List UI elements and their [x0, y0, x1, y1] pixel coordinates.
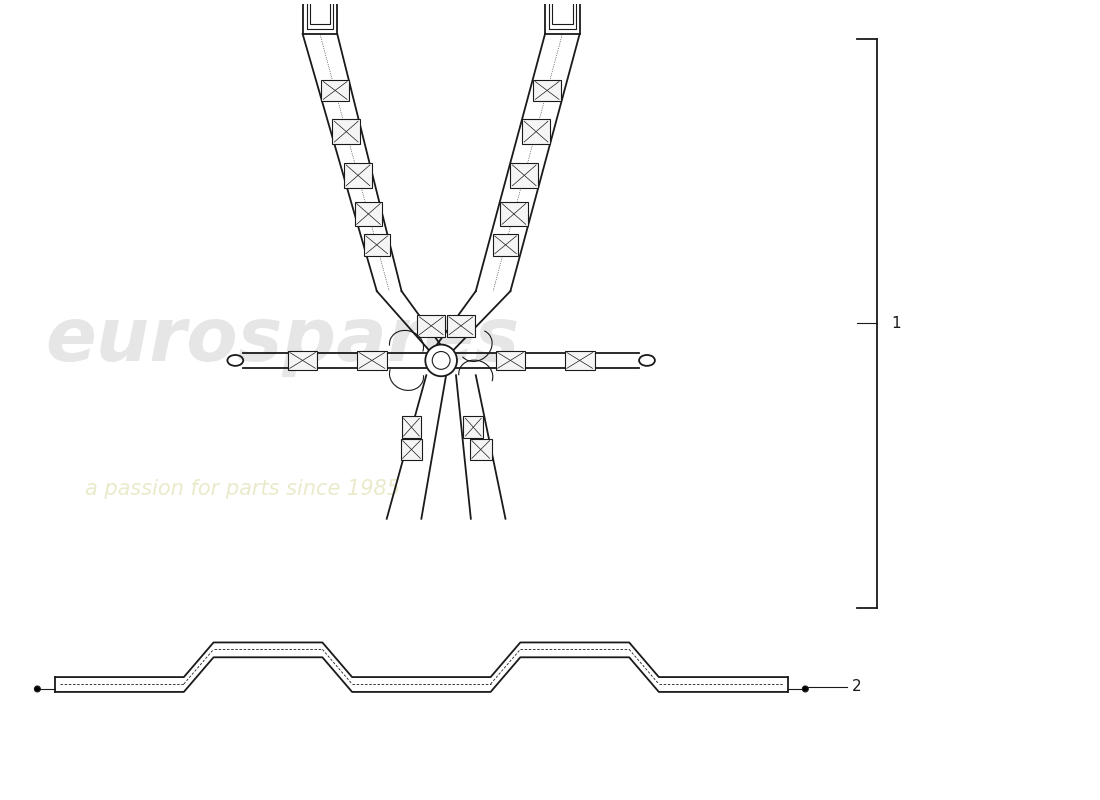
Bar [302, 0, 338, 34]
Bar [496, 350, 526, 370]
Bar [358, 350, 387, 370]
Bar [510, 163, 538, 188]
Text: a passion for parts since 1985: a passion for parts since 1985 [85, 479, 400, 499]
Bar [400, 438, 422, 460]
Bar [522, 119, 550, 144]
Bar [534, 79, 561, 102]
Bar [417, 315, 446, 337]
Bar [447, 315, 475, 337]
Bar [344, 163, 372, 188]
Bar [546, 0, 580, 34]
Bar [364, 234, 389, 256]
Text: 1: 1 [891, 316, 901, 331]
Circle shape [802, 686, 808, 692]
Bar [493, 234, 518, 256]
Bar [470, 438, 492, 460]
Bar [402, 416, 421, 438]
Bar [309, 0, 330, 24]
Bar [552, 0, 573, 24]
Text: eurospares: eurospares [45, 304, 519, 377]
Bar [500, 202, 528, 226]
Bar [564, 350, 594, 370]
Circle shape [426, 345, 456, 376]
Bar [321, 79, 349, 102]
Bar [332, 119, 360, 144]
Bar [354, 202, 383, 226]
Text: 2: 2 [851, 679, 861, 694]
Bar [307, 0, 333, 29]
Bar [463, 416, 483, 438]
Bar [288, 350, 318, 370]
Circle shape [34, 686, 41, 692]
Bar [549, 0, 575, 29]
